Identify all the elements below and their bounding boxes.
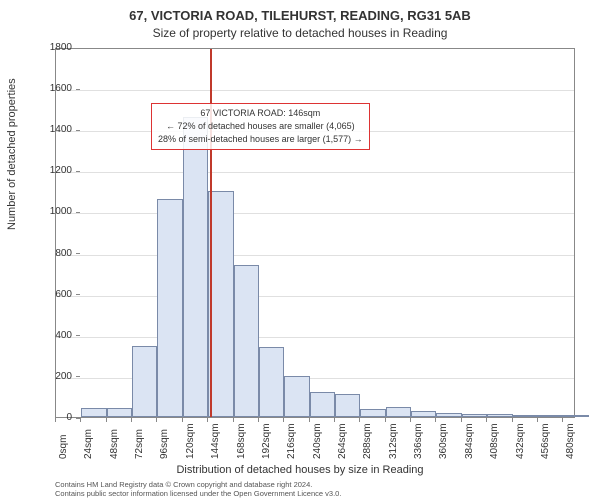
x-tick-mark xyxy=(537,418,538,422)
histogram-bar xyxy=(513,415,538,417)
histogram-bar xyxy=(183,117,208,417)
histogram-bar xyxy=(462,414,487,417)
x-tick-mark xyxy=(131,418,132,422)
x-tick-label: 48sqm xyxy=(109,429,120,459)
x-axis-label: Distribution of detached houses by size … xyxy=(0,464,600,476)
y-tick-label: 1600 xyxy=(22,83,72,94)
x-tick-mark xyxy=(334,418,335,422)
x-tick-label: 240sqm xyxy=(312,423,323,459)
plot-area: 67 VICTORIA ROAD: 146sqm ← 72% of detach… xyxy=(55,48,575,418)
footer-line-1: Contains HM Land Registry data © Crown c… xyxy=(55,480,341,489)
y-tick-label: 1400 xyxy=(22,124,72,135)
x-tick-label: 168sqm xyxy=(236,423,247,459)
y-tick-label: 1000 xyxy=(22,206,72,217)
histogram-bar xyxy=(563,415,588,417)
x-tick-label: 120sqm xyxy=(185,423,196,459)
histogram-bar xyxy=(259,347,284,417)
x-tick-mark xyxy=(207,418,208,422)
histogram-bar xyxy=(132,346,157,417)
x-tick-label: 0sqm xyxy=(58,435,69,459)
x-tick-mark xyxy=(461,418,462,422)
x-tick-label: 336sqm xyxy=(413,423,424,459)
x-tick-mark xyxy=(385,418,386,422)
x-tick-label: 384sqm xyxy=(464,423,475,459)
y-tick-label: 200 xyxy=(22,371,72,382)
annotation-line-1: 67 VICTORIA ROAD: 146sqm xyxy=(158,107,363,120)
y-tick-label: 400 xyxy=(22,330,72,341)
histogram-bar xyxy=(411,411,436,417)
gridline xyxy=(56,90,574,91)
annotation-line-3: 28% of semi-detached houses are larger (… xyxy=(158,133,363,146)
x-tick-mark xyxy=(359,418,360,422)
histogram-bar xyxy=(157,199,182,417)
gridline xyxy=(56,172,574,173)
x-tick-mark xyxy=(55,418,56,422)
histogram-bar xyxy=(107,408,132,417)
x-tick-label: 192sqm xyxy=(261,423,272,459)
histogram-bar xyxy=(360,409,385,417)
x-tick-mark xyxy=(435,418,436,422)
histogram-bar xyxy=(436,413,461,417)
histogram-bar xyxy=(81,408,106,417)
x-tick-mark xyxy=(512,418,513,422)
annotation-box: 67 VICTORIA ROAD: 146sqm ← 72% of detach… xyxy=(151,103,370,150)
y-tick-label: 0 xyxy=(22,412,72,423)
footer-line-2: Contains public sector information licen… xyxy=(55,489,341,498)
histogram-bar xyxy=(487,414,512,417)
gridline xyxy=(56,337,574,338)
x-tick-label: 144sqm xyxy=(210,423,221,459)
histogram-bar xyxy=(310,392,335,417)
x-tick-mark xyxy=(309,418,310,422)
y-tick-label: 800 xyxy=(22,248,72,259)
x-tick-label: 264sqm xyxy=(337,423,348,459)
x-tick-label: 288sqm xyxy=(362,423,373,459)
x-tick-mark xyxy=(486,418,487,422)
x-tick-mark xyxy=(410,418,411,422)
chart-title: 67, VICTORIA ROAD, TILEHURST, READING, R… xyxy=(0,8,600,23)
histogram-bar xyxy=(234,265,259,417)
histogram-bar xyxy=(538,415,563,417)
x-tick-mark xyxy=(562,418,563,422)
x-tick-mark xyxy=(80,418,81,422)
x-tick-label: 72sqm xyxy=(134,429,145,459)
y-tick-label: 1800 xyxy=(22,42,72,53)
chart-subtitle: Size of property relative to detached ho… xyxy=(0,26,600,40)
x-tick-label: 408sqm xyxy=(489,423,500,459)
gridline xyxy=(56,255,574,256)
x-tick-mark xyxy=(283,418,284,422)
x-tick-mark xyxy=(106,418,107,422)
histogram-chart: 67, VICTORIA ROAD, TILEHURST, READING, R… xyxy=(0,0,600,500)
histogram-bar xyxy=(335,394,360,417)
annotation-line-2: ← 72% of detached houses are smaller (4,… xyxy=(158,120,363,133)
histogram-bar xyxy=(386,407,411,417)
x-tick-label: 312sqm xyxy=(388,423,399,459)
y-tick-label: 1200 xyxy=(22,165,72,176)
x-tick-mark xyxy=(182,418,183,422)
x-tick-mark xyxy=(258,418,259,422)
x-tick-label: 96sqm xyxy=(159,429,170,459)
gridline xyxy=(56,296,574,297)
x-tick-label: 480sqm xyxy=(565,423,576,459)
x-tick-label: 216sqm xyxy=(286,423,297,459)
y-axis-label: Number of detached properties xyxy=(6,78,18,230)
x-tick-label: 360sqm xyxy=(438,423,449,459)
x-tick-mark xyxy=(156,418,157,422)
y-tick-label: 600 xyxy=(22,289,72,300)
x-tick-mark xyxy=(233,418,234,422)
gridline xyxy=(56,213,574,214)
histogram-bar xyxy=(284,376,309,417)
x-tick-label: 432sqm xyxy=(515,423,526,459)
footer-attribution: Contains HM Land Registry data © Crown c… xyxy=(55,480,341,498)
x-tick-label: 456sqm xyxy=(540,423,551,459)
x-tick-label: 24sqm xyxy=(83,429,94,459)
